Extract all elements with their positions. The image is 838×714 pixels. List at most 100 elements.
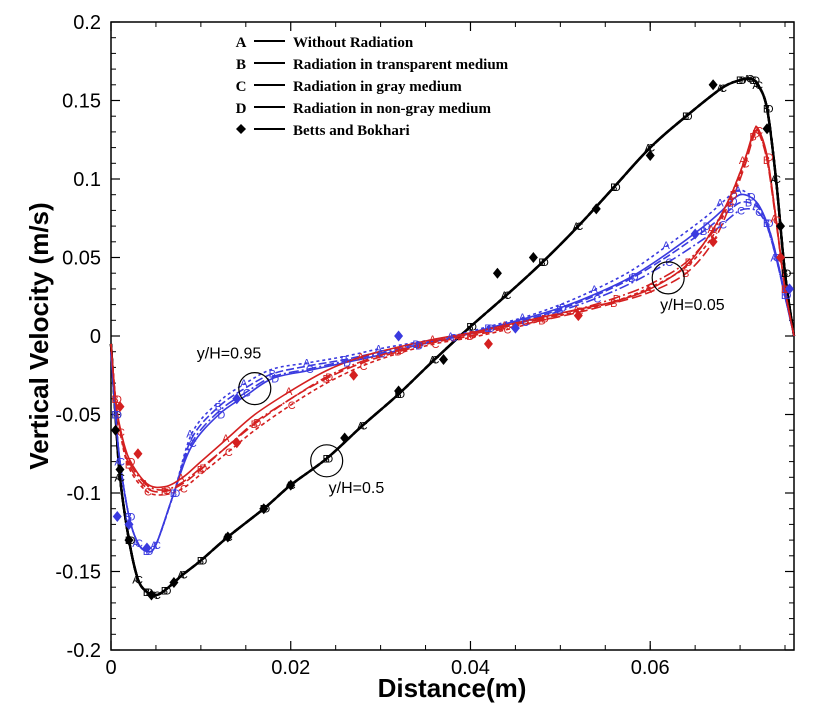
series-marker: B [763, 103, 770, 115]
betts-bokhari-point [142, 542, 152, 554]
series-marker: D [613, 182, 621, 194]
series-marker: A [177, 472, 185, 484]
series-marker: C [503, 290, 511, 302]
series-marker: B [197, 556, 204, 568]
series-marker: D [199, 556, 207, 568]
series-marker: B [682, 111, 689, 123]
series-marker: D [469, 329, 477, 341]
betts-bokhari-point [286, 479, 296, 491]
betts-bokhari-point [708, 236, 718, 248]
series-marker: C [360, 361, 368, 373]
series-marker: B [143, 587, 150, 599]
series-marker: B [538, 315, 545, 327]
series-marker: B [340, 355, 347, 367]
series-marker: A [177, 570, 185, 582]
series-marker: A [501, 290, 509, 302]
series-marker: A [770, 213, 778, 225]
series-marker: A [114, 472, 122, 484]
series-marker: C [647, 282, 655, 294]
series-marker: B [111, 394, 118, 406]
series-marker: B [125, 460, 132, 472]
y-tick-label: 0.15 [62, 91, 101, 113]
legend-symbol: A [236, 35, 247, 51]
series-marker: A [429, 334, 437, 346]
series-marker: A [501, 320, 509, 332]
series-marker: D [114, 410, 122, 422]
y-tick-label: 0.1 [73, 169, 101, 191]
betts-bokhari-point [776, 252, 786, 263]
series-marker: A [591, 284, 599, 296]
series-marker: D [784, 268, 792, 280]
series-marker: C [755, 207, 763, 219]
betts-bokhari-point [708, 79, 718, 91]
legend-label: Radiation in gray medium [293, 79, 462, 95]
betts-bokhari-point [259, 503, 269, 515]
series-marker: B [111, 410, 118, 422]
annotation-label: y/H=0.05 [660, 297, 725, 314]
series-marker: D [685, 257, 693, 269]
annotation-label: y/H=0.95 [197, 346, 262, 363]
series-marker: C [719, 83, 727, 95]
betts-bokhari-point [115, 401, 125, 413]
x-tick-label: 0.04 [451, 657, 490, 679]
series-marker: A [752, 201, 760, 213]
series-marker: B [125, 512, 132, 524]
series-marker: D [541, 314, 549, 326]
legend-label: Without Radiation [293, 35, 414, 51]
series-marker: A [663, 240, 671, 252]
series-marker: D [145, 546, 153, 558]
series-marker: B [484, 323, 491, 335]
series-marker: D [766, 152, 774, 164]
series-marker: D [325, 453, 333, 465]
series-marker: D [541, 257, 549, 269]
series-marker: D [127, 457, 135, 469]
series-marker: C [432, 355, 440, 367]
series-marker: A [707, 224, 715, 236]
series-marker: B [161, 585, 168, 597]
series-marker: D [752, 128, 760, 140]
series-marker: A [447, 331, 455, 343]
betts-bokhari-point [124, 518, 134, 530]
series-marker: B [466, 331, 473, 343]
betts-bokhari-point [110, 424, 120, 436]
series-marker: D [766, 103, 774, 115]
series-marker: B [763, 155, 770, 167]
series-marker: D [114, 394, 122, 406]
series-marker: D [217, 410, 225, 422]
series-marker: D [172, 488, 180, 500]
series-marker: A [150, 540, 158, 552]
series-marker: D [685, 111, 693, 123]
series-marker: A [573, 221, 581, 233]
series-marker: D [271, 373, 279, 385]
x-tick-label: 0.02 [271, 657, 310, 679]
series-marker: A [716, 198, 724, 210]
series-marker: A [429, 355, 437, 367]
series-marker: D [343, 358, 351, 370]
series-marker: C [503, 325, 511, 337]
series-marker: D [631, 271, 639, 283]
series-marker: C [593, 293, 601, 305]
series-marker: D [730, 196, 738, 208]
series-marker: C [742, 158, 750, 170]
x-tick-label: 0.06 [631, 657, 670, 679]
series-marker: D [703, 221, 711, 233]
series-marker: D [114, 410, 122, 422]
ticks-layer: 0 0.02 0.04 0.06 -0.2 -0.15 -0.1 -0.05 0 0.05 0.1 0… [55, 12, 794, 679]
legend-entry: B Radiation in transparent medium [236, 57, 509, 73]
legend-symbol: D [236, 101, 247, 117]
betts-bokhari-point [762, 123, 772, 135]
betts-bokhari-point [528, 252, 538, 263]
legend-label: Radiation in transparent medium [293, 57, 509, 73]
series-marker: A [141, 479, 149, 491]
series-marker: A [716, 83, 724, 95]
series-marker: D [469, 322, 477, 334]
series-marker: C [755, 80, 763, 92]
series-marker: B [781, 268, 788, 280]
betts-bokhari-point [232, 393, 242, 405]
legend-entry: Betts and Bokhari [236, 123, 410, 139]
series-marker: A [357, 420, 365, 432]
series-marker: B [394, 347, 401, 359]
series-marker: B [727, 198, 734, 210]
y-tick-label: -0.2 [67, 640, 101, 662]
